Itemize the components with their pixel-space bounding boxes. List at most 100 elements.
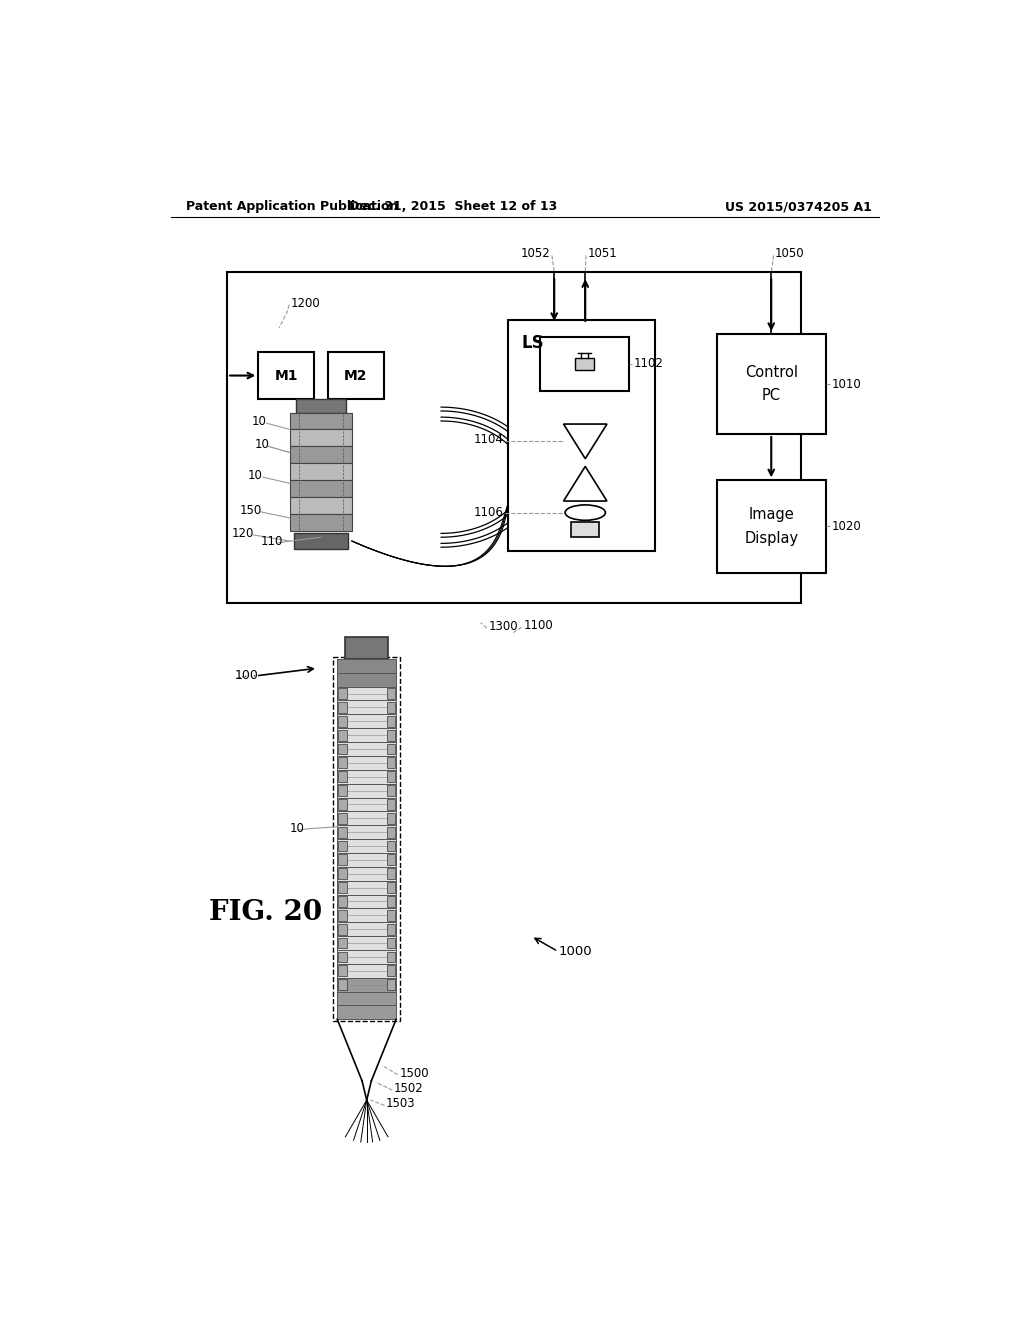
Text: Display: Display [744, 531, 799, 545]
Bar [337, 686, 396, 701]
Bar [328, 352, 384, 399]
Text: 120: 120 [231, 527, 254, 540]
Bar [290, 446, 352, 463]
Text: 1051: 1051 [588, 247, 617, 260]
Bar [338, 841, 346, 851]
Text: 10: 10 [255, 438, 270, 451]
Bar [717, 334, 825, 434]
Bar [345, 638, 388, 659]
Bar [338, 979, 346, 990]
Bar [338, 771, 346, 781]
Bar [338, 952, 346, 962]
Bar [337, 895, 396, 908]
Bar [337, 1006, 396, 1019]
Bar [337, 729, 396, 742]
Text: 1100: 1100 [523, 619, 553, 632]
Bar [387, 702, 395, 713]
Bar [338, 882, 346, 892]
Text: FIG. 20: FIG. 20 [209, 899, 323, 927]
Text: Dec. 31, 2015  Sheet 12 of 13: Dec. 31, 2015 Sheet 12 of 13 [349, 201, 558, 214]
Text: 1500: 1500 [399, 1067, 429, 1080]
Bar [290, 412, 352, 429]
Bar [508, 321, 655, 552]
Bar [387, 896, 395, 907]
Bar [337, 853, 396, 867]
Bar [337, 867, 396, 880]
Bar [294, 533, 348, 549]
Bar [290, 429, 352, 446]
Ellipse shape [565, 504, 605, 520]
Bar [387, 758, 395, 768]
Bar [337, 659, 396, 673]
Text: 1010: 1010 [831, 378, 861, 391]
Bar [338, 743, 346, 755]
Bar [338, 702, 346, 713]
Bar [337, 936, 396, 950]
Bar [338, 965, 346, 977]
Bar [337, 770, 396, 784]
Bar [338, 937, 346, 948]
Text: 1052: 1052 [520, 247, 550, 260]
Bar [717, 480, 825, 573]
Bar [571, 521, 599, 537]
Bar [337, 825, 396, 840]
Bar [387, 979, 395, 990]
Bar [258, 352, 314, 399]
Text: US 2015/0374205 A1: US 2015/0374205 A1 [725, 201, 872, 214]
Bar [387, 841, 395, 851]
Bar [337, 701, 396, 714]
Bar [387, 743, 395, 755]
Bar [541, 337, 630, 391]
Text: 10: 10 [248, 469, 262, 482]
Bar [338, 813, 346, 824]
Bar [290, 463, 352, 480]
Bar [338, 924, 346, 935]
Text: LS: LS [521, 334, 545, 352]
Bar [337, 923, 396, 936]
Bar [337, 756, 396, 770]
Bar [337, 784, 396, 797]
Text: M1: M1 [274, 368, 298, 383]
Text: 10: 10 [251, 416, 266, 428]
Text: PC: PC [762, 388, 780, 403]
Polygon shape [563, 424, 607, 459]
Bar [338, 909, 346, 921]
Bar [290, 515, 352, 531]
Bar [290, 498, 352, 515]
Text: 100: 100 [234, 669, 259, 682]
Text: 1200: 1200 [291, 297, 321, 310]
Text: M2: M2 [344, 368, 368, 383]
Bar [338, 854, 346, 866]
Bar [387, 854, 395, 866]
Bar [338, 758, 346, 768]
Bar [387, 952, 395, 962]
Bar [290, 480, 352, 498]
Bar [387, 799, 395, 809]
Bar [338, 826, 346, 837]
Bar [337, 950, 396, 964]
Bar [334, 657, 400, 1020]
Bar [337, 880, 396, 895]
Text: 1503: 1503 [386, 1097, 416, 1110]
Text: 1502: 1502 [394, 1082, 424, 1096]
Text: 1300: 1300 [488, 620, 518, 634]
Text: 110: 110 [260, 535, 283, 548]
Bar [338, 869, 346, 879]
Bar [338, 715, 346, 726]
Bar [227, 272, 801, 603]
Bar [338, 688, 346, 700]
Bar [337, 978, 396, 991]
Bar [337, 797, 396, 812]
Bar [387, 715, 395, 726]
Text: 1000: 1000 [558, 945, 592, 958]
Text: 10: 10 [289, 822, 304, 834]
Bar [387, 826, 395, 837]
Bar [296, 399, 346, 413]
Bar [575, 358, 594, 370]
Text: Control: Control [744, 364, 798, 380]
Bar [387, 937, 395, 948]
Bar [387, 688, 395, 700]
Text: 1106: 1106 [474, 506, 504, 519]
Bar [387, 813, 395, 824]
Text: 1020: 1020 [831, 520, 861, 533]
